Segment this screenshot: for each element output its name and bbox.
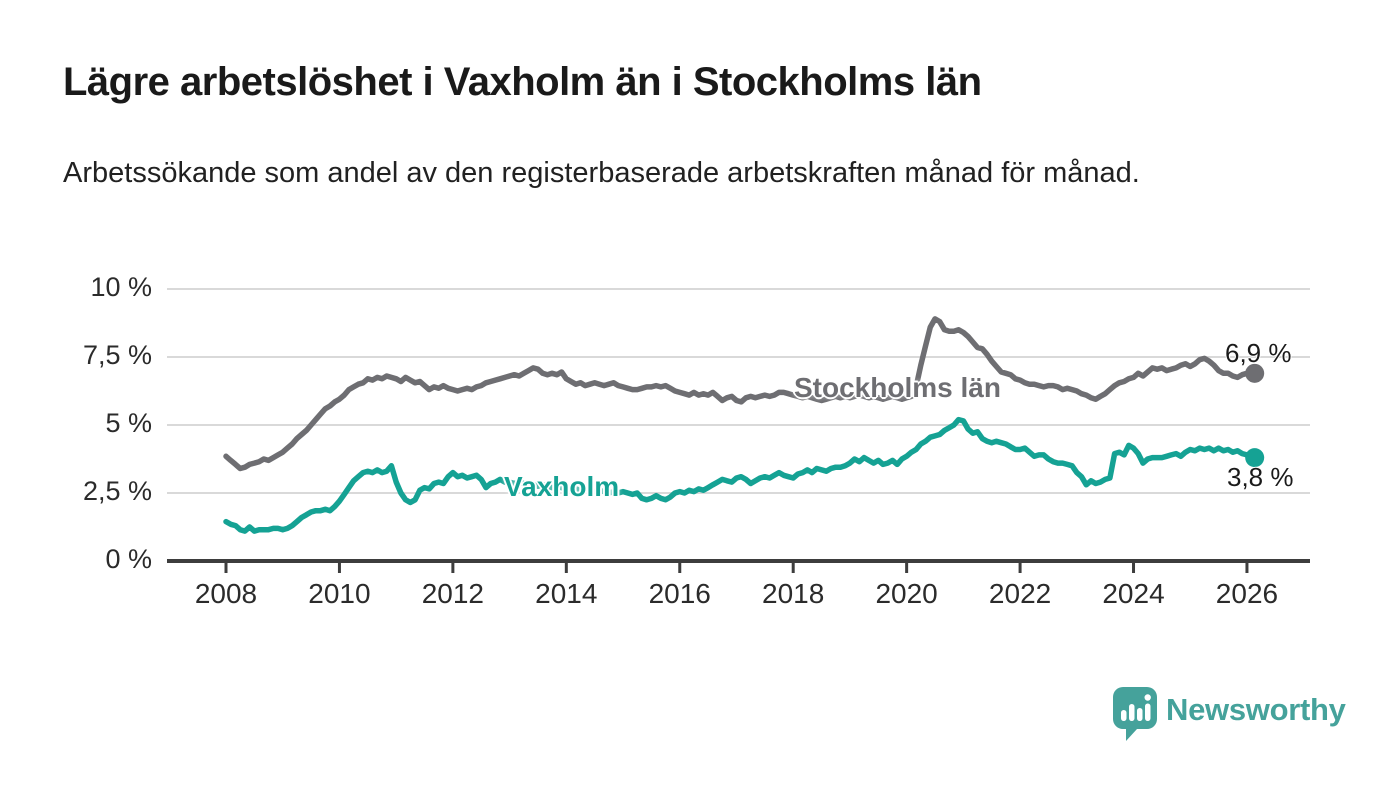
series-end-dot-stockholms-l-n — [1245, 363, 1265, 383]
brand-wordmark: Newsworthy — [1166, 692, 1346, 727]
latest-value-stockholms-lan: 6,9 % — [1225, 338, 1292, 368]
newsworthy-bubble-chart-icon — [1113, 687, 1157, 741]
x-tick-label: 2014 — [535, 578, 598, 609]
x-tick-label: 2010 — [308, 578, 371, 609]
y-tick-label: 5 % — [105, 408, 152, 438]
y-tick-label: 0 % — [105, 544, 152, 574]
x-tick-label: 2026 — [1215, 578, 1279, 609]
y-tick-label: 7,5 % — [82, 340, 152, 370]
series-end-dot-vaxholm — [1245, 448, 1265, 468]
series-label-vaxholm: Vaxholm — [504, 471, 620, 502]
latest-value-vaxholm: 3,8 % — [1227, 462, 1294, 492]
x-tick-label: 2016 — [648, 578, 711, 609]
y-tick-label: 2,5 % — [82, 476, 152, 506]
x-tick-label: 2020 — [875, 578, 938, 609]
x-tick-label: 2024 — [1102, 578, 1165, 609]
x-tick-label: 2018 — [762, 578, 825, 609]
y-tick-label: 10 % — [90, 272, 152, 302]
chart-subtitle: Arbetssökande som andel av den registerb… — [63, 157, 1140, 189]
series-line-vaxholm — [223, 416, 1255, 534]
series-label-stockholms-lan: Stockholms län — [794, 372, 1001, 403]
x-tick-label: 2008 — [194, 578, 258, 609]
x-tick-label: 2022 — [988, 578, 1052, 609]
series-line-stockholms-l-n — [223, 316, 1255, 472]
x-tick-label: 2012 — [421, 578, 485, 609]
page-title: Lägre arbetslöshet i Vaxholm än i Stockh… — [63, 60, 982, 104]
